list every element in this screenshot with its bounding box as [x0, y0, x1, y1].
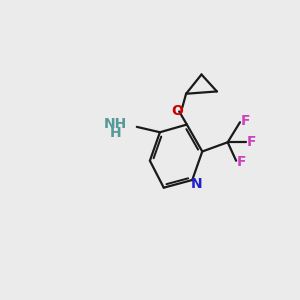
Text: F: F	[247, 135, 256, 149]
Text: F: F	[237, 155, 246, 169]
Text: O: O	[171, 104, 183, 118]
Text: NH: NH	[103, 117, 127, 131]
Text: H: H	[110, 126, 121, 140]
Text: N: N	[190, 177, 202, 191]
Text: F: F	[241, 114, 250, 128]
